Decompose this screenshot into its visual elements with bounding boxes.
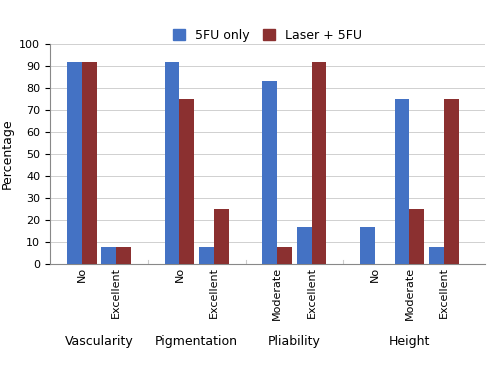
Bar [262,81,278,264]
Bar [214,209,228,264]
Bar [444,99,458,264]
Bar [410,209,424,264]
Bar [67,62,82,264]
Bar [278,247,292,264]
Bar [164,62,180,264]
Bar [199,247,214,264]
Bar [82,62,96,264]
Bar [360,227,375,264]
Bar [312,62,326,264]
Bar [102,247,116,264]
Legend: 5FU only, Laser + 5FU: 5FU only, Laser + 5FU [168,24,367,47]
Bar [116,247,131,264]
Y-axis label: Percentage: Percentage [0,119,14,189]
Bar [429,247,444,264]
Bar [180,99,194,264]
Text: Height: Height [388,335,430,348]
Text: Pliability: Pliability [268,335,321,348]
Text: Vascularity: Vascularity [64,335,134,348]
Bar [394,99,409,264]
Text: Pigmentation: Pigmentation [155,335,238,348]
Bar [297,227,312,264]
